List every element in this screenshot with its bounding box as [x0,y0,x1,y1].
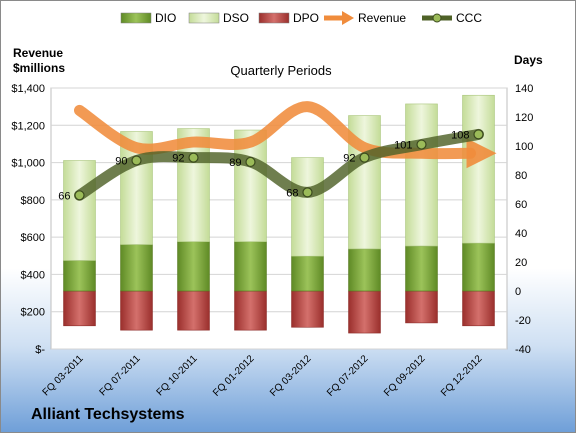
dpo-bar [291,290,324,328]
legend-label-dso: DSO [223,11,249,25]
ccc-point [302,187,313,198]
right-tick-label: 0 [515,286,521,298]
legend-label-revenue: Revenue [358,11,406,25]
category-label: FQ 10-2011 [155,353,200,398]
ccc-data-label: 66 [58,190,70,202]
left-tick-label: $- [35,344,45,356]
legend: DIO DSO DPO Revenue CCC [120,11,482,25]
right-tick-label: -40 [515,344,531,356]
category-label: FQ 12-2012 [439,353,485,399]
legend-arrow-revenue [342,11,354,25]
ccc-point [188,152,199,163]
ccc-data-label: 108 [451,129,469,141]
ccc-point [473,129,484,140]
category-label: FQ 09-2012 [382,353,428,399]
right-tick-label: 100 [515,141,533,153]
ccc-point [131,155,142,166]
ccc-data-label: 89 [229,157,241,169]
dpo-bar [462,290,495,327]
dso-bar [405,103,438,247]
right-tick-label: 80 [515,170,527,182]
ccc-data-label: 92 [172,153,184,165]
left-tick-label: $200 [21,307,45,319]
ccc-data-label: 92 [343,153,355,165]
left-tick-label: $1,400 [11,83,45,95]
left-tick-label: $1,200 [11,120,45,132]
legend-label-dpo: DPO [293,11,319,25]
revenue-line [74,101,476,160]
category-label: FQ 03-2012 [268,353,314,399]
dpo-bar [405,290,438,324]
dio-bar [348,248,381,292]
dpo-bar [348,290,381,334]
right-tick-label: 40 [515,228,527,240]
legend-label-ccc: CCC [456,11,482,25]
left-axis-title-line-1: Revenue [13,46,64,60]
left-tick-label: $1,000 [11,158,45,170]
dpo-bar [177,290,210,331]
dio-bar [405,245,438,292]
ccc-data-label: 90 [115,156,127,168]
revenue-arrowhead [466,138,497,169]
ccc-data-label: 101 [394,140,412,152]
ccc-point [416,139,427,150]
ccc-point [359,152,370,163]
ccc-data-label: 68 [286,187,298,199]
right-tick-label: 120 [515,112,533,124]
dio-bar [291,255,324,292]
dio-bar [120,244,153,292]
dio-bar [63,260,96,292]
left-tick-label: $400 [21,269,45,281]
dso-bar [63,160,96,261]
right-tick-label: 20 [515,257,527,269]
ccc-point [245,156,256,168]
right-axis-title: Days [514,53,543,67]
dso-bar [291,157,324,257]
dpo-bar [234,290,267,331]
left-tick-label: $800 [21,195,45,207]
category-label: FQ 07-2011 [98,353,143,398]
dpo-bar [120,290,153,331]
right-tick-label: -20 [515,315,531,327]
left-tick-label: $600 [21,232,45,244]
dio-bar [462,242,495,292]
legend-marker-ccc [432,13,442,23]
legend-swatch-dio [120,12,152,24]
dso-bar [462,94,495,244]
category-label: FQ 01-2012 [211,353,257,399]
category-label: FQ 07-2012 [325,353,371,399]
legend-swatch-dpo [258,12,290,24]
legend-label-dio: DIO [155,11,176,25]
right-tick-label: 140 [515,83,533,95]
dpo-bar [63,290,96,327]
category-label: FQ 03-2011 [41,353,86,398]
right-tick-label: 60 [515,199,527,211]
left-axis-title-line-2: $millions [13,61,66,75]
legend-swatch-dso [188,12,220,24]
ccc-point [74,190,85,201]
dio-bar [177,241,210,292]
dio-bar [234,241,267,292]
left-axis-title: Revenue $millions [13,46,65,76]
company-name: Alliant Techsystems [31,406,185,423]
chart-subtitle: Quarterly Periods [230,63,332,78]
